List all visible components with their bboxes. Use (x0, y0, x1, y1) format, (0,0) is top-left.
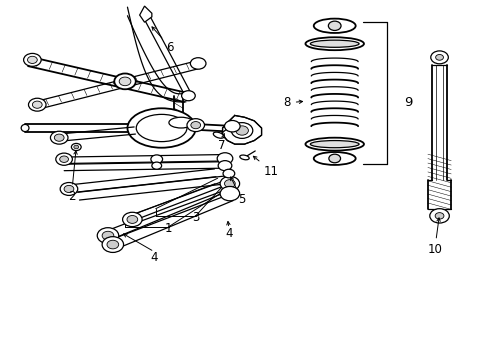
Circle shape (220, 176, 239, 191)
Circle shape (231, 123, 252, 138)
Circle shape (107, 240, 119, 249)
Text: 2: 2 (67, 151, 77, 203)
Circle shape (429, 209, 448, 223)
Text: 11: 11 (253, 156, 279, 177)
Ellipse shape (310, 140, 358, 148)
Circle shape (220, 186, 239, 201)
Circle shape (218, 161, 231, 171)
Ellipse shape (313, 152, 355, 165)
Circle shape (224, 180, 235, 188)
Circle shape (434, 213, 443, 219)
Circle shape (71, 143, 81, 150)
Ellipse shape (305, 138, 363, 150)
Circle shape (102, 237, 123, 252)
Circle shape (114, 73, 136, 89)
Circle shape (224, 121, 240, 132)
Circle shape (64, 185, 74, 193)
Circle shape (74, 145, 79, 149)
Circle shape (54, 134, 64, 141)
Circle shape (217, 153, 232, 164)
Circle shape (60, 156, 68, 162)
Ellipse shape (313, 19, 355, 33)
Text: 10: 10 (427, 218, 441, 256)
Circle shape (32, 101, 42, 108)
Text: 8: 8 (283, 96, 302, 109)
Circle shape (97, 228, 119, 243)
Circle shape (28, 98, 46, 111)
Circle shape (119, 77, 131, 86)
Ellipse shape (127, 108, 195, 148)
Circle shape (27, 56, 37, 63)
Circle shape (127, 216, 138, 224)
Text: 1: 1 (165, 222, 172, 235)
Circle shape (152, 162, 161, 169)
Circle shape (190, 58, 205, 69)
Circle shape (50, 131, 68, 144)
Circle shape (122, 212, 142, 226)
Text: 9: 9 (403, 96, 411, 109)
Circle shape (328, 154, 340, 163)
Circle shape (190, 122, 200, 129)
Circle shape (435, 54, 443, 60)
Ellipse shape (21, 125, 29, 132)
Text: 4: 4 (224, 227, 232, 240)
Circle shape (151, 155, 162, 163)
Ellipse shape (168, 117, 193, 128)
Circle shape (430, 51, 447, 64)
Text: 5: 5 (230, 177, 245, 206)
Circle shape (181, 91, 195, 101)
Ellipse shape (136, 114, 186, 141)
Text: 3: 3 (192, 211, 199, 224)
Circle shape (186, 119, 204, 132)
Text: 7: 7 (217, 134, 224, 152)
Ellipse shape (310, 40, 358, 47)
Text: 4: 4 (150, 251, 158, 264)
Ellipse shape (305, 37, 363, 50)
Circle shape (328, 21, 340, 31)
Circle shape (102, 231, 114, 240)
Text: 6: 6 (152, 27, 174, 54)
Circle shape (235, 126, 248, 135)
Ellipse shape (239, 155, 249, 160)
Polygon shape (140, 6, 152, 22)
Circle shape (23, 53, 41, 66)
Circle shape (223, 169, 234, 178)
Polygon shape (222, 116, 261, 144)
Circle shape (56, 153, 72, 165)
Ellipse shape (213, 132, 224, 138)
Circle shape (60, 183, 78, 195)
